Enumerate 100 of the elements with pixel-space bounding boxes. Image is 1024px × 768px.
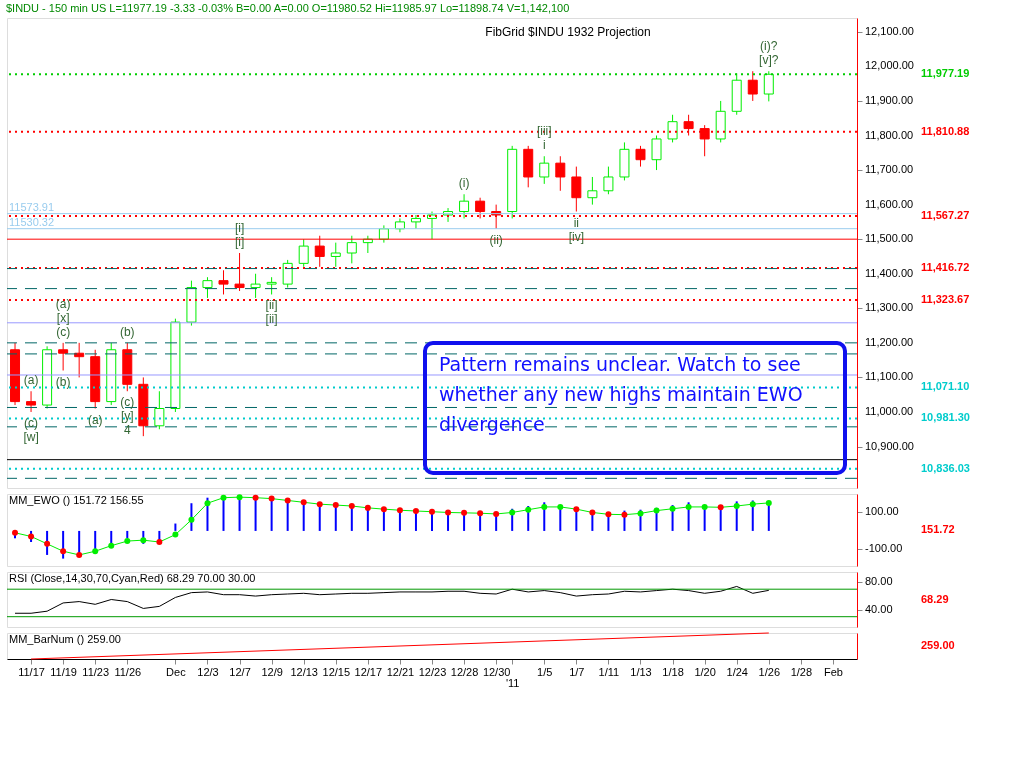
candlestick xyxy=(154,390,165,430)
candlestick xyxy=(667,114,678,143)
point xyxy=(685,503,692,510)
bar xyxy=(703,507,706,531)
y-tick-label: 12,000.00 xyxy=(865,59,914,72)
point xyxy=(236,494,243,501)
annotation: [v]? xyxy=(759,53,779,68)
point xyxy=(204,500,211,507)
point xyxy=(412,507,419,514)
annotation: (b) xyxy=(55,374,71,389)
point xyxy=(284,497,291,504)
y-tick-label: 40.00 xyxy=(865,602,893,615)
point xyxy=(92,548,99,555)
point xyxy=(573,506,580,513)
text: 68.29 xyxy=(921,592,949,605)
candlestick xyxy=(603,166,614,195)
candlestick xyxy=(282,259,293,289)
x-tick-label: 12/9 xyxy=(261,665,283,678)
y-tick-label: -100.00 xyxy=(865,542,903,555)
x-tick-label: 1/18 xyxy=(662,665,684,678)
point xyxy=(717,504,724,511)
bar xyxy=(174,523,177,531)
candlestick xyxy=(459,193,470,219)
annotation: 4 xyxy=(123,423,131,438)
x-tick-label: 11/17 xyxy=(18,665,45,678)
point xyxy=(749,501,756,508)
x-tick-label: 12/21 xyxy=(386,665,415,678)
candlestick xyxy=(587,176,598,206)
y-tick-label: 12,100.00 xyxy=(865,24,914,37)
annotation: Pattern remains unclear. Watch to see whether any new highs maintain EWO divergence xyxy=(439,353,803,435)
point xyxy=(589,509,596,516)
bar xyxy=(318,505,321,531)
ref-line-label: 10,981.30 xyxy=(921,411,970,424)
y-tick-label: 11,800.00 xyxy=(865,128,914,141)
x-tick-label: 12/15 xyxy=(322,665,351,678)
candlestick xyxy=(26,390,37,413)
ref-line-label: 11,416.72 xyxy=(921,260,970,273)
y-tick-label: 11,600.00 xyxy=(865,197,914,210)
x-tick-label: 11/23 xyxy=(82,665,110,678)
annotation: [y] xyxy=(120,409,134,424)
candlestick xyxy=(58,342,69,371)
candlestick xyxy=(539,155,550,185)
candlestick xyxy=(410,214,421,230)
y-tick-label: 11,100.00 xyxy=(865,370,914,383)
point xyxy=(541,503,548,510)
x-tick-label: 1/5 xyxy=(537,665,553,678)
point xyxy=(76,551,83,558)
point xyxy=(461,509,468,516)
annotation: i xyxy=(542,138,546,153)
chart-title: RSI (Close,14,30,70,Cyan,Red) 68.29 70.00 30.00 xyxy=(9,572,256,584)
point xyxy=(108,542,115,549)
ref-line-label: 11,977.19 xyxy=(921,67,970,80)
candlestick xyxy=(635,145,646,168)
point xyxy=(364,504,371,511)
ref-line-label: 11,071.10 xyxy=(921,380,970,393)
annotation: (b) xyxy=(119,324,135,339)
x-tick-label: 1/7 xyxy=(569,665,585,678)
point xyxy=(669,505,676,512)
candlestick xyxy=(298,238,309,268)
point xyxy=(332,502,339,509)
x-tick-label: 1/20 xyxy=(694,665,716,678)
bar xyxy=(78,530,81,554)
point xyxy=(316,501,323,508)
y-tick-label: 100.00 xyxy=(865,505,899,518)
ref-line-label: 10,836.03 xyxy=(921,461,970,474)
ref-line-label: 11,323.67 xyxy=(921,293,970,306)
annotation: (a) xyxy=(87,412,103,427)
annotation: [iii] xyxy=(536,124,552,139)
candlestick xyxy=(763,70,774,102)
point xyxy=(348,503,355,509)
bar xyxy=(126,530,129,539)
point xyxy=(188,516,195,523)
y-tick-label: 11,400.00 xyxy=(865,266,914,279)
point xyxy=(605,511,612,518)
x-tick-label: 1/26 xyxy=(758,665,780,678)
candlestick xyxy=(250,273,261,299)
x-tick-label: 12/7 xyxy=(229,665,251,678)
point xyxy=(60,548,67,555)
point xyxy=(300,499,307,506)
y-tick-label: 11,700.00 xyxy=(865,163,914,176)
bar xyxy=(607,516,610,531)
text: FibGrid $INDU 1932 Projection xyxy=(485,25,651,39)
bar xyxy=(575,509,578,531)
x-tick-label: 12/13 xyxy=(290,665,318,678)
annotation: [ii] xyxy=(265,298,278,313)
annotation: [x] xyxy=(56,310,70,325)
annotation: [ii] xyxy=(265,312,278,327)
point xyxy=(268,495,275,502)
point xyxy=(140,537,147,544)
bar xyxy=(270,498,273,531)
candlestick xyxy=(218,269,229,295)
candlestick xyxy=(651,135,662,171)
point xyxy=(429,508,435,515)
chart-title: $INDU - 150 min US L=11977.19 -3.33 -0.03% B=0.00 A=0.00 O=11980.52 Hi=11985.97 Lo=11898.74 V=1,142,100 xyxy=(6,2,570,14)
point xyxy=(525,506,532,513)
x-tick-label: 1/11 xyxy=(598,665,620,678)
x-tick-label: 1/24 xyxy=(726,665,748,678)
point xyxy=(44,540,51,547)
y-tick-label: 11,300.00 xyxy=(865,301,914,314)
candlestick xyxy=(330,242,341,268)
